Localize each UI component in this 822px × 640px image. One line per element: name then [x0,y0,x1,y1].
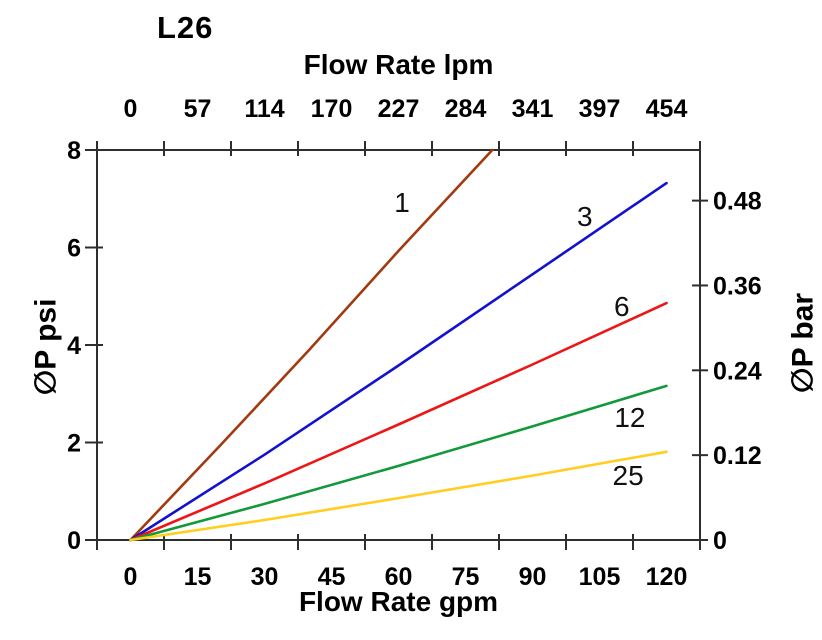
left-axis-title: ∅P psi [29,298,63,396]
x-tick-label-bottom: 120 [646,563,688,591]
x-tick-label-top: 454 [646,95,688,123]
y-tick-label-left: 2 [67,430,81,458]
x-tick-label-top: 0 [124,95,138,123]
series-line-6 [129,301,668,542]
top-axis-title: Flow Rate lpm [303,49,494,80]
x-tick-label-bottom: 0 [124,563,138,591]
series-label-3: 3 [577,201,593,232]
series-line-25 [129,450,668,542]
y-tick-label-left: 0 [67,527,81,555]
y-tick-label-right: 0.36 [713,272,762,300]
x-tick-label-top: 341 [512,95,554,123]
x-tick-label-top: 170 [311,95,353,123]
x-tick-label-top: 284 [445,95,487,123]
x-tick-label-bottom: 90 [519,563,547,591]
y-tick-label-right: 0.24 [713,357,762,385]
bottom-axis-title: Flow Rate gpm [298,586,499,617]
x-tick-label-bottom: 105 [579,563,621,591]
x-tick-label-bottom: 60 [385,563,413,591]
series-line-3 [129,181,668,542]
x-tick-label-bottom: 45 [318,563,346,591]
x-tick-label-bottom: 15 [184,563,212,591]
series-label-1: 1 [394,187,410,218]
series-label-6: 6 [614,291,630,322]
series-line-1 [129,148,494,542]
y-tick-label-left: 4 [67,332,81,360]
right-axis-title: ∅P bar [786,292,820,394]
x-tick-label-top: 114 [244,95,284,123]
series-label-25: 25 [613,460,644,491]
series-label-12: 12 [614,402,645,433]
x-tick-label-bottom: 75 [452,563,480,591]
series-line-12 [129,384,668,542]
x-tick-label-top: 57 [184,95,212,123]
y-tick-label-left: 6 [67,235,81,263]
y-tick-label-left: 8 [67,137,81,165]
y-tick-label-right: 0 [713,527,727,555]
x-tick-label-bottom: 30 [251,563,279,591]
y-tick-label-right: 0.48 [713,188,762,216]
x-tick-label-top: 397 [579,95,621,123]
chart-title: L26 [157,10,214,45]
x-tick-label-top: 227 [378,95,420,123]
y-tick-label-right: 0.12 [713,442,762,470]
